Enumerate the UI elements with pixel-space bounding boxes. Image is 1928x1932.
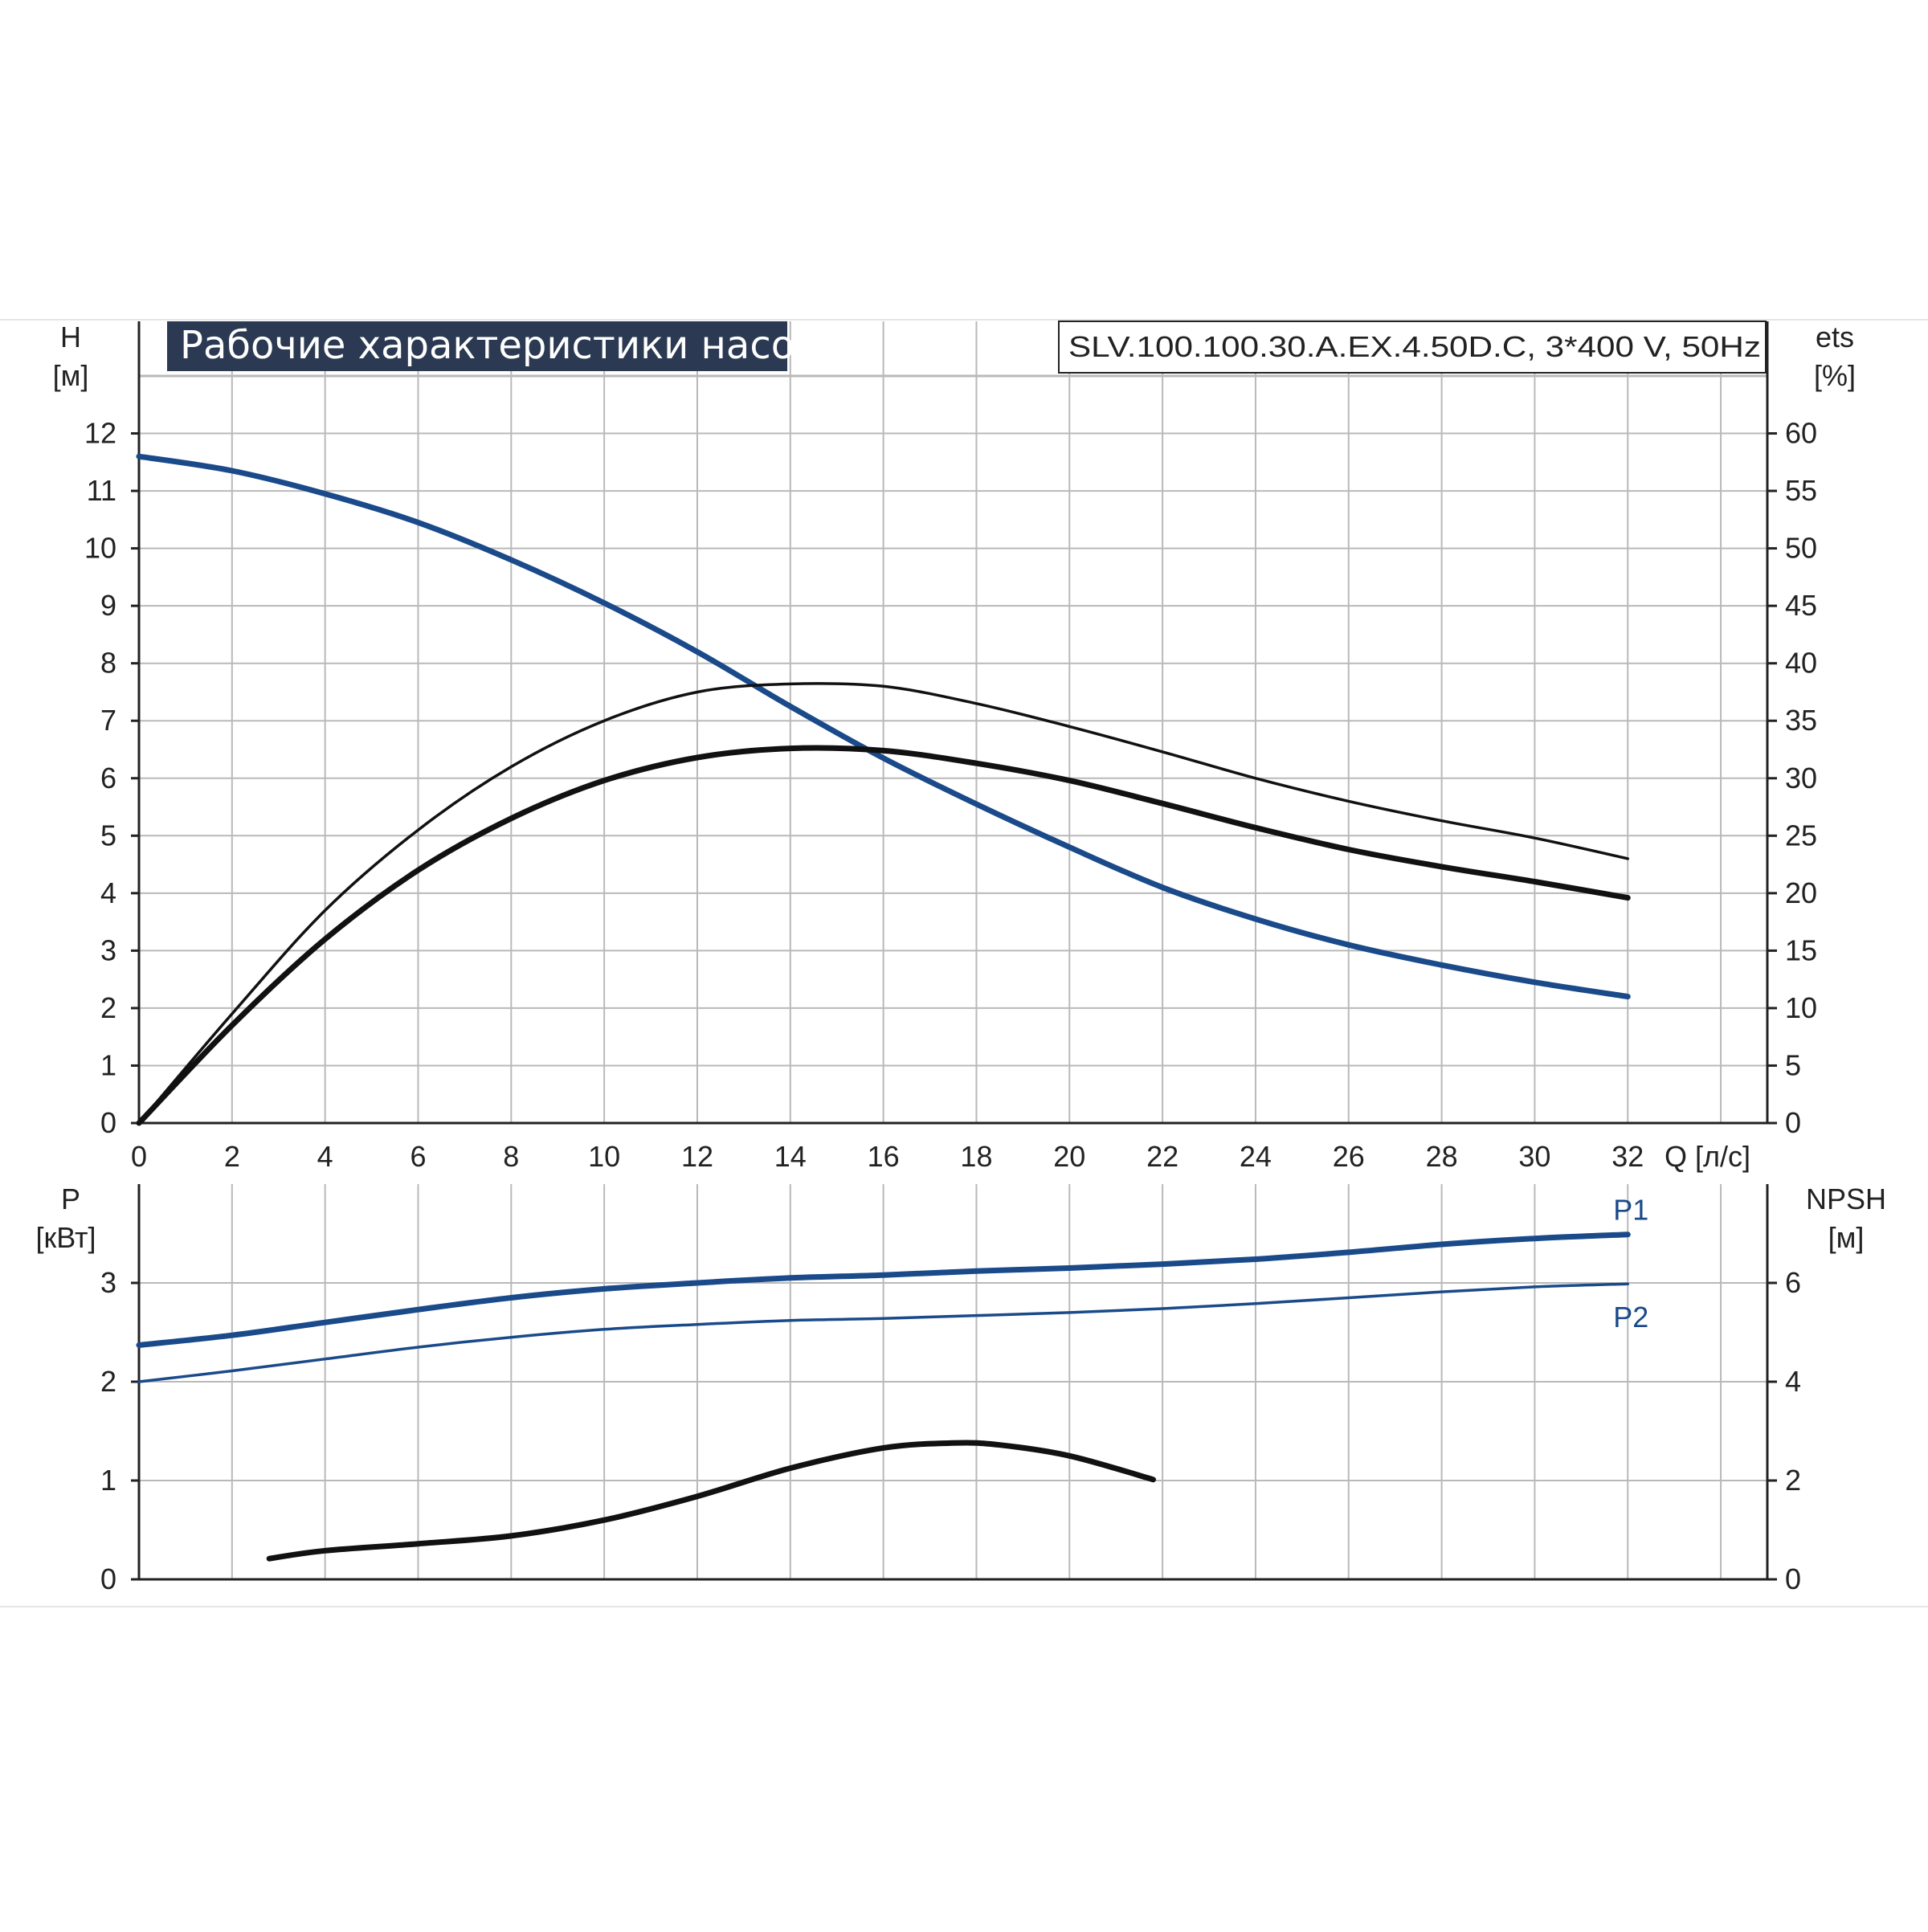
bottom-right-tick-label: 4 (1785, 1365, 1801, 1398)
top-right-tick-label: 10 (1785, 991, 1817, 1024)
bottom-right-tick-label: 0 (1785, 1562, 1801, 1595)
top-y2-axis-unit: [%] (1814, 359, 1856, 392)
bottom-right-tick-label: 6 (1785, 1266, 1801, 1299)
series-label-p1: P1 (1613, 1194, 1648, 1227)
bottom-series-2-line (266, 1440, 1156, 1562)
top-right-tick-label: 35 (1785, 704, 1817, 737)
top-left-tick-label: 7 (100, 704, 116, 737)
bottom-series-1-line (137, 1282, 1630, 1383)
top-y2-axis-name: ets (1816, 321, 1854, 353)
top-right-tick-label: 15 (1785, 933, 1817, 966)
model-box (1058, 321, 1767, 374)
x-tick-label: 8 (503, 1140, 519, 1173)
top-left-tick-label: 1 (100, 1048, 116, 1081)
top-right-tick-label: 20 (1785, 876, 1817, 909)
x-tick-label: 12 (681, 1140, 713, 1173)
x-tick-label: 32 (1611, 1140, 1644, 1173)
top-right-tick-label: 60 (1785, 417, 1817, 450)
top-series-1-line (137, 682, 1630, 1125)
x-tick-label: 20 (1053, 1140, 1085, 1173)
top-left-tick-label: 8 (100, 647, 116, 680)
top-y-axis-name: H (60, 321, 81, 353)
x-tick-label: 6 (410, 1140, 426, 1173)
bottom-left-tick-label: 2 (100, 1365, 116, 1398)
top-series-2-line (136, 745, 1631, 1126)
top-left-tick-label: 2 (100, 991, 116, 1024)
x-tick-label: 0 (131, 1140, 147, 1173)
bottom-y2-axis-name: NPSH (1806, 1182, 1886, 1215)
top-left-tick-label: 10 (84, 532, 116, 565)
top-left-tick-label: 4 (100, 876, 116, 909)
top-left-tick-label: 5 (100, 819, 116, 852)
top-left-tick-label: 9 (100, 589, 116, 622)
bottom-y-axis-unit: [кВт] (35, 1221, 96, 1254)
title-box (167, 321, 787, 371)
bottom-series-0-line (136, 1231, 1631, 1348)
chart-title: Рабочие характеристики насоса (180, 323, 839, 368)
top-left-tick-label: 3 (100, 933, 116, 966)
top-right-tick-label: 0 (1785, 1106, 1801, 1139)
x-tick-label: 28 (1426, 1140, 1458, 1173)
model-label: SLV.100.100.30.A.EX.4.50D.C, 3*400 V, 50… (1068, 330, 1761, 363)
bottom-left-tick-label: 3 (100, 1266, 116, 1299)
bottom-left-tick-label: 0 (100, 1562, 116, 1595)
x-tick-label: 30 (1518, 1140, 1550, 1173)
x-tick-label: 26 (1333, 1140, 1365, 1173)
top-right-tick-label: 30 (1785, 762, 1817, 794)
x-tick-label: 2 (224, 1140, 240, 1173)
x-tick-label: 10 (588, 1140, 620, 1173)
top-y-axis-unit: [м] (53, 359, 89, 392)
top-right-tick-label: 55 (1785, 474, 1817, 507)
bottom-panel (131, 1184, 1777, 1581)
x-tick-label: 18 (960, 1140, 992, 1173)
top-left-tick-label: 11 (87, 474, 116, 507)
x-tick-label: 22 (1146, 1140, 1178, 1173)
x-tick-label: 24 (1240, 1140, 1272, 1173)
top-right-tick-label: 5 (1785, 1048, 1801, 1081)
x-tick-label: 14 (774, 1140, 807, 1173)
top-right-tick-label: 25 (1785, 819, 1817, 852)
top-right-tick-label: 45 (1785, 589, 1817, 622)
top-right-tick-label: 50 (1785, 532, 1817, 565)
top-left-tick-label: 12 (84, 417, 116, 450)
top-right-tick-label: 40 (1785, 647, 1817, 680)
bottom-y-axis-name: P (61, 1182, 80, 1215)
bottom-y2-axis-unit: [м] (1828, 1221, 1865, 1254)
bottom-left-tick-label: 1 (100, 1464, 116, 1497)
bottom-right-tick-label: 2 (1785, 1464, 1801, 1497)
top-left-tick-label: 0 (100, 1106, 116, 1139)
top-panel (131, 321, 1777, 1126)
top-series-0-line (136, 453, 1631, 1000)
top-left-tick-label: 6 (100, 762, 116, 794)
x-axis-label: Q [л/с] (1665, 1140, 1750, 1173)
x-tick-label: 16 (868, 1140, 900, 1173)
x-tick-label: 4 (317, 1140, 333, 1173)
series-label-p2: P2 (1613, 1301, 1648, 1334)
